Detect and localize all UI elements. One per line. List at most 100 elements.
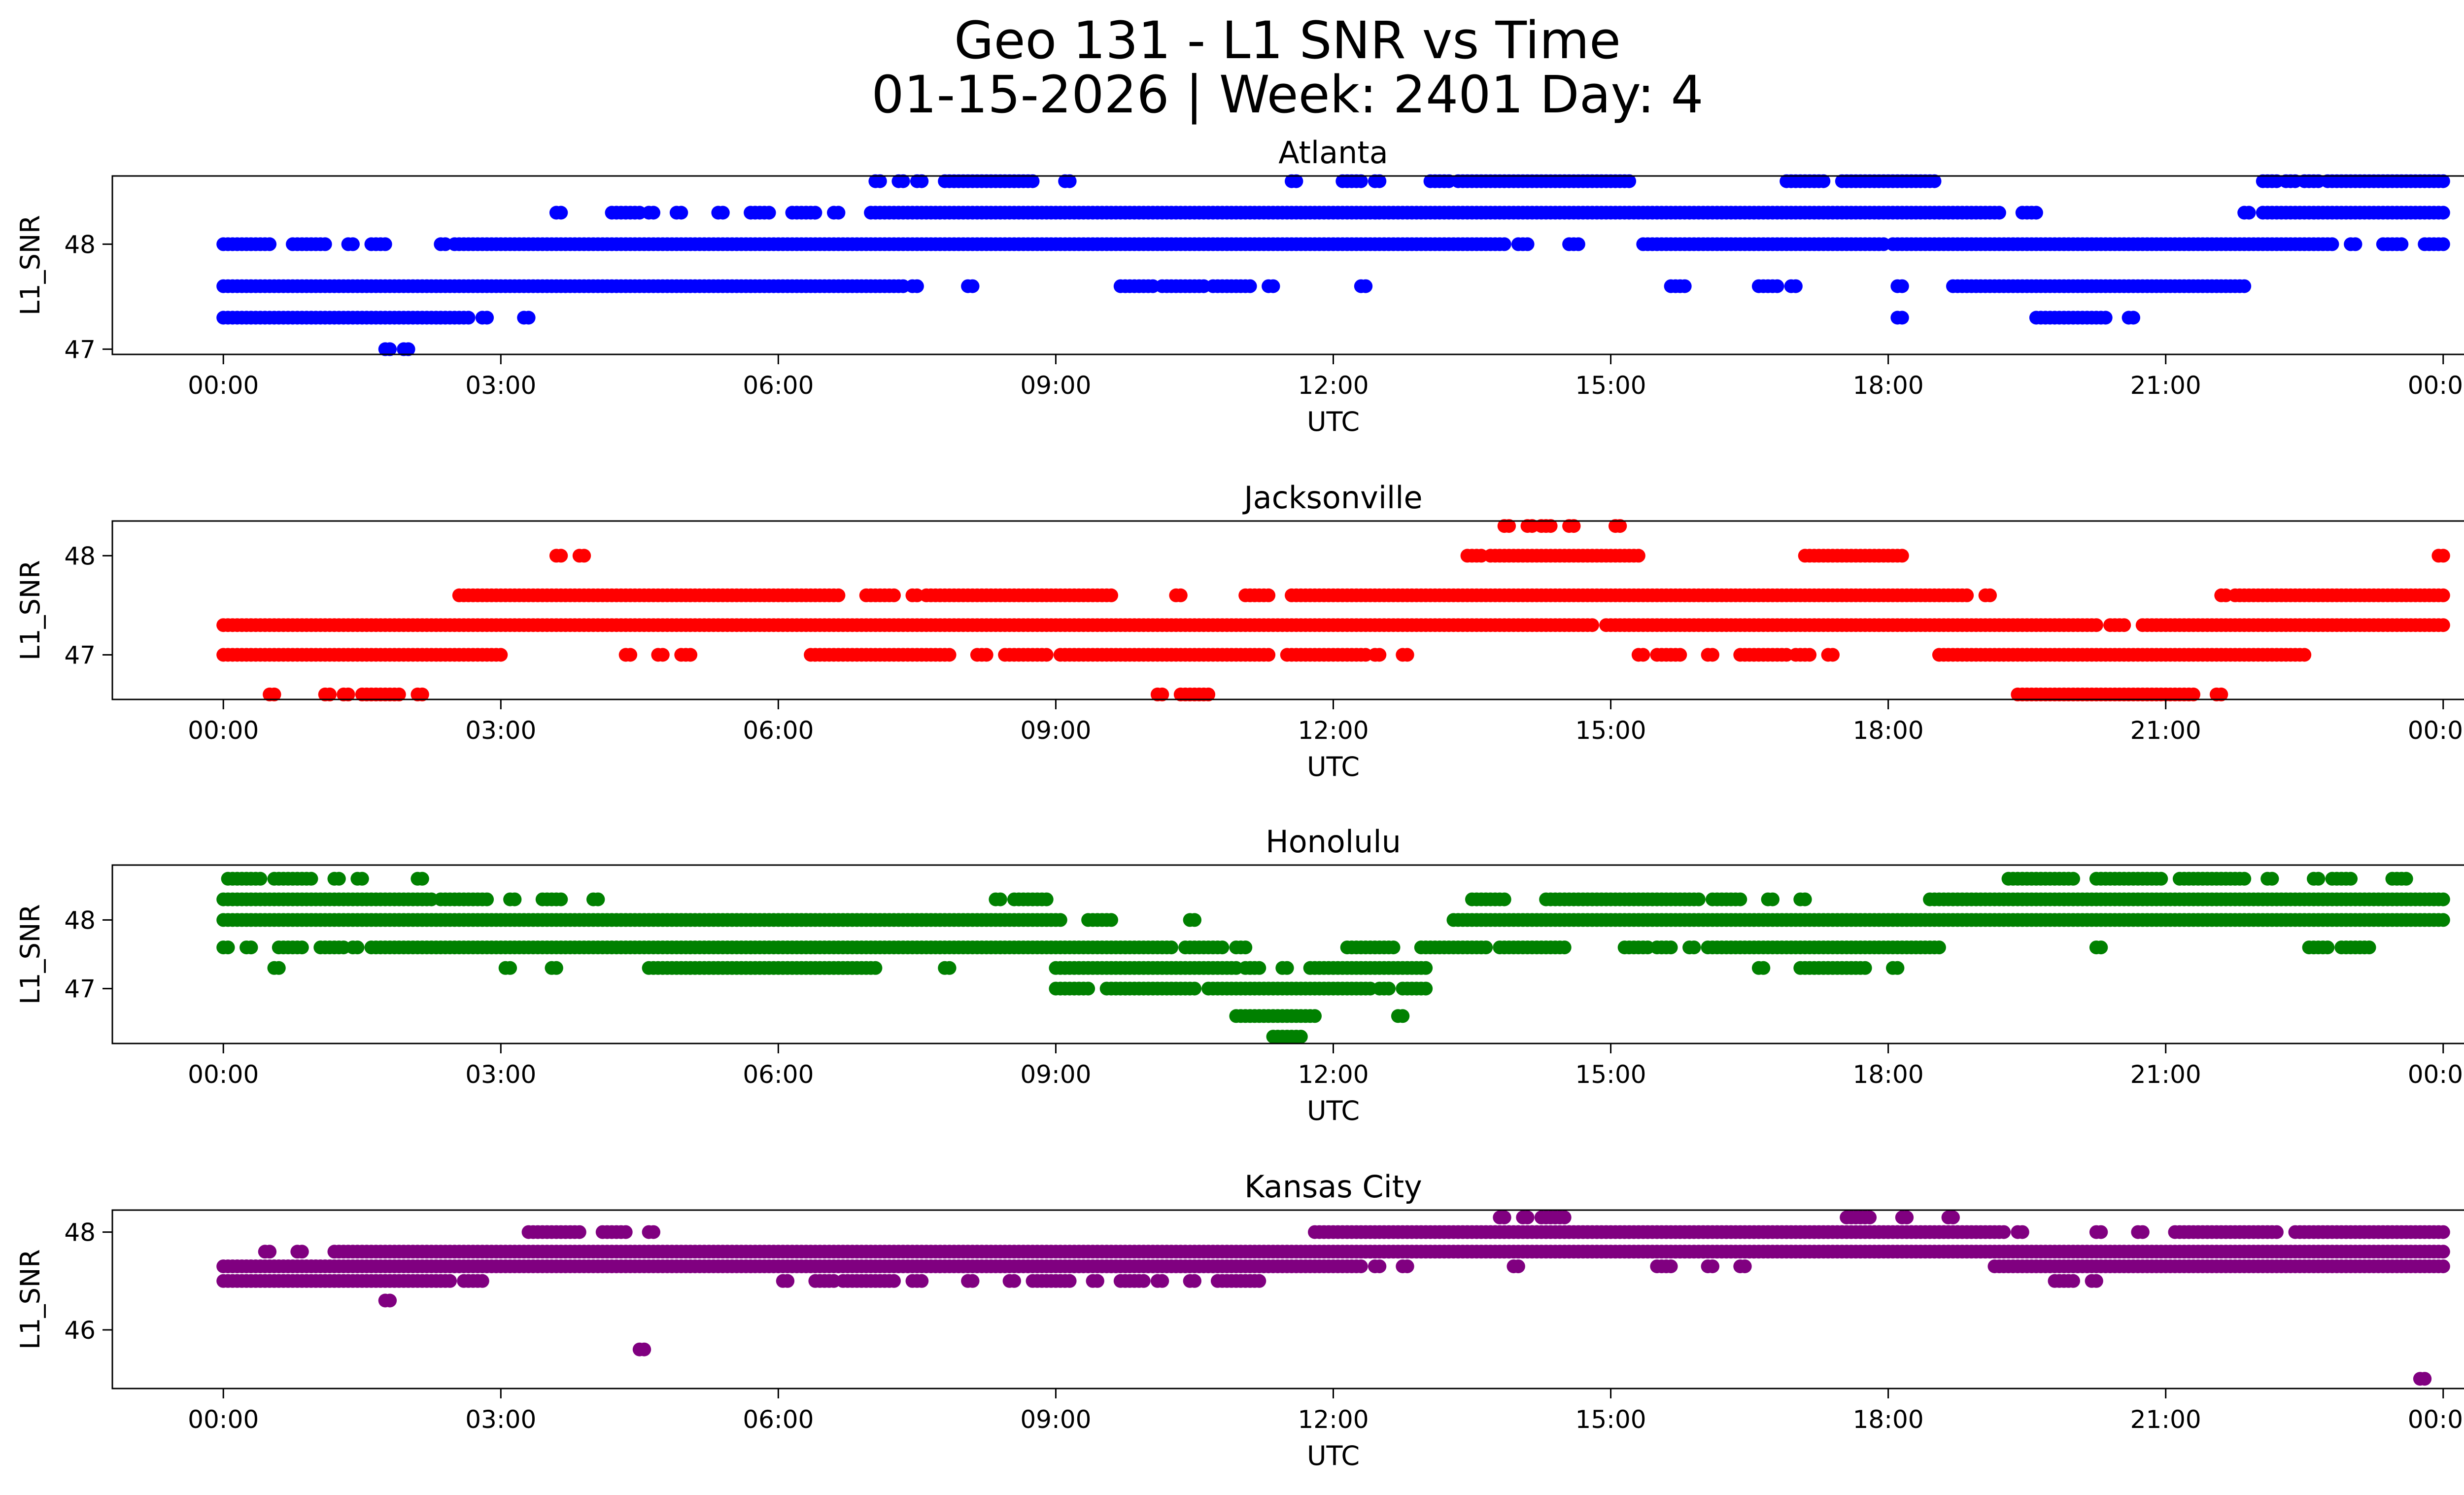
data-point	[1543, 519, 1558, 533]
data-point	[1816, 174, 1831, 188]
data-point	[716, 206, 730, 220]
data-point	[684, 648, 698, 662]
data-point	[1164, 940, 1178, 955]
subplot-title: Jacksonville	[1242, 480, 1422, 516]
x-tick-label: 15:00	[1575, 716, 1646, 745]
data-point	[2154, 871, 2168, 886]
data-point	[1890, 961, 1905, 975]
data-point	[1673, 648, 1687, 662]
data-point	[1927, 174, 1942, 188]
data-point	[475, 1274, 489, 1288]
data-point	[1520, 1210, 1535, 1224]
data-point	[831, 206, 846, 220]
data-point	[781, 1274, 795, 1288]
data-point	[1557, 1210, 1572, 1224]
data-point	[979, 648, 993, 662]
data-point	[1479, 940, 1493, 955]
data-point	[887, 588, 901, 602]
data-point	[1497, 237, 1511, 251]
data-point	[1262, 648, 1276, 662]
x-axis-label: UTC	[1307, 406, 1360, 437]
data-point	[655, 648, 670, 662]
data-point	[2399, 871, 2413, 886]
plot-area	[112, 521, 2464, 699]
x-tick-label: 06:00	[743, 371, 814, 400]
data-point	[1706, 1259, 1719, 1274]
data-point	[1567, 519, 1581, 533]
data-point	[1511, 1259, 1525, 1274]
data-point	[2029, 206, 2043, 220]
data-point	[896, 174, 910, 188]
x-tick-label: 09:00	[1020, 371, 1091, 400]
data-point	[1039, 892, 1054, 906]
data-point	[1372, 648, 1387, 662]
data-point	[1266, 279, 1280, 293]
data-point	[1992, 206, 2006, 220]
data-point	[1026, 174, 1040, 188]
data-point	[993, 892, 1007, 906]
subplot-honolulu: 00:00 03:00 06:00 09:00 12:00 15:00 18:00 21:00…	[15, 824, 2464, 1126]
data-point	[1243, 279, 1257, 293]
x-tick-label: 09:00	[1020, 716, 1091, 745]
data-point	[1687, 940, 1701, 955]
data-point	[1262, 588, 1276, 602]
data-point	[2362, 940, 2376, 955]
data-point	[942, 961, 957, 975]
data-point	[1238, 940, 1253, 955]
data-point	[2089, 618, 2103, 632]
data-point	[647, 206, 660, 220]
data-point	[2126, 311, 2140, 325]
data-point	[1706, 648, 1719, 662]
data-point	[267, 687, 281, 701]
data-point	[910, 279, 924, 293]
x-axis-label: UTC	[1307, 751, 1360, 782]
data-point	[2135, 1225, 2150, 1239]
plot-area	[112, 1210, 2464, 1389]
subplot-title: Atlanta	[1278, 135, 1388, 171]
data-point	[1613, 519, 1627, 533]
data-point	[1354, 1259, 1368, 1274]
data-point	[1557, 940, 1572, 955]
data-point	[304, 871, 318, 886]
data-point	[2094, 1225, 2108, 1239]
data-point	[1502, 519, 1516, 533]
data-point	[1382, 981, 1396, 996]
x-tick-label: 18:00	[1853, 1060, 1924, 1089]
data-point	[942, 648, 957, 662]
x-tick-label: 12:00	[1298, 1060, 1369, 1089]
data-point	[272, 961, 286, 975]
subplot-title: Honolulu	[1266, 824, 1401, 860]
data-point	[318, 237, 332, 251]
data-point	[2436, 237, 2450, 251]
x-tick-label: 12:00	[1298, 371, 1369, 400]
data-point	[1062, 174, 1077, 188]
subplot-kansas-city: 00:00 03:00 06:00 09:00 12:00 15:00 18:00 21:00…	[15, 1169, 2464, 1471]
data-point	[1188, 981, 1201, 996]
data-point	[2436, 892, 2450, 906]
data-point	[868, 961, 883, 975]
y-tick-label: 48	[64, 906, 96, 935]
data-point	[1400, 1259, 1414, 1274]
x-tick-label: 00:00	[188, 716, 259, 745]
data-point	[378, 237, 392, 251]
data-point	[2311, 871, 2326, 886]
data-point	[1081, 981, 1095, 996]
data-point	[263, 237, 277, 251]
data-point	[1738, 1259, 1752, 1274]
y-tick-label: 47	[64, 335, 96, 364]
data-point	[1622, 174, 1637, 188]
y-tick-label: 47	[64, 641, 96, 670]
data-point	[1386, 940, 1401, 955]
data-point	[1900, 1210, 1914, 1224]
data-point	[1858, 961, 1872, 975]
data-point	[1932, 940, 1946, 955]
data-point	[263, 1245, 277, 1259]
x-tick-label: 15:00	[1575, 1060, 1646, 1089]
data-point	[1354, 174, 1368, 188]
data-point	[2321, 940, 2335, 955]
data-point	[2436, 549, 2450, 563]
data-point	[2187, 687, 2200, 701]
data-point	[221, 940, 235, 955]
data-point	[244, 940, 258, 955]
data-point	[1766, 892, 1780, 906]
